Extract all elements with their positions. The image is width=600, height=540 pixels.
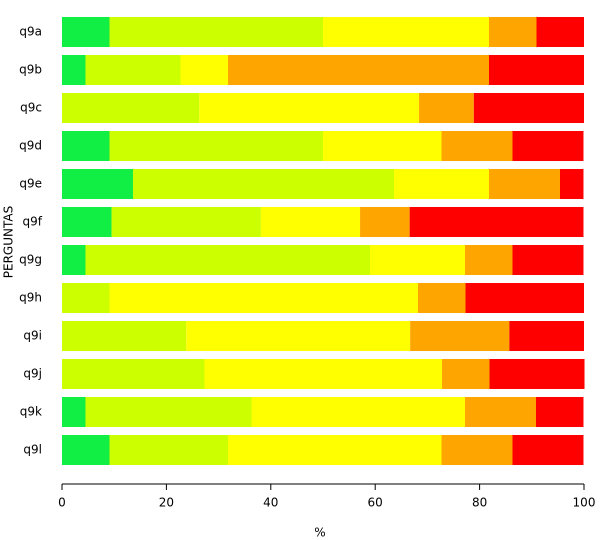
y-tick-label: q9c — [20, 101, 42, 115]
bar-segment — [488, 17, 537, 47]
bar-segment — [489, 359, 585, 389]
bar-segment — [488, 169, 560, 199]
bar-segment — [204, 359, 443, 389]
y-tick-label: q9f — [23, 215, 43, 229]
x-tick-label: 20 — [159, 496, 174, 510]
bar-segment — [512, 131, 584, 161]
bar-segment — [559, 169, 584, 199]
bar-segment — [180, 55, 228, 85]
bar-segment — [369, 245, 465, 275]
bar-segment — [442, 359, 490, 389]
bar-segment — [419, 93, 474, 123]
bar-segment — [109, 17, 323, 47]
x-tick-label: 80 — [472, 496, 487, 510]
bar-segment — [62, 131, 110, 161]
bar-segment — [535, 397, 584, 427]
bar-segment — [186, 321, 411, 351]
bar-segment — [85, 397, 252, 427]
y-tick-label: q9h — [19, 291, 42, 305]
bar-segment — [410, 321, 510, 351]
bar-segment — [109, 435, 228, 465]
y-tick-label: q9k — [20, 405, 42, 419]
bar-segment — [464, 397, 536, 427]
bar-segment — [62, 93, 200, 123]
bar-segment — [85, 245, 370, 275]
y-tick-label: q9e — [19, 177, 42, 191]
bar-segment — [111, 207, 261, 237]
bar-segment — [85, 55, 181, 85]
y-tick-label: q9g — [19, 253, 42, 267]
bar-segment — [409, 207, 584, 237]
bar-segment — [323, 131, 442, 161]
x-axis-label: % — [314, 526, 325, 540]
x-tick-label: 40 — [263, 496, 278, 510]
bar-segment — [62, 435, 110, 465]
bar-segment — [62, 17, 110, 47]
bar-segment — [260, 207, 361, 237]
bar-segment — [488, 55, 584, 85]
bar-segment — [109, 131, 323, 161]
bar-segment — [360, 207, 410, 237]
y-tick-label: q9b — [19, 63, 42, 77]
bar-segment — [227, 55, 489, 85]
x-tick-label: 60 — [368, 496, 383, 510]
bar-segment — [465, 283, 584, 313]
bar-segment — [62, 207, 112, 237]
y-tick-label: q9l — [23, 443, 42, 457]
x-tick-label: 0 — [58, 496, 66, 510]
bar-segment — [323, 17, 489, 47]
bar-segment — [512, 435, 584, 465]
bar-segment — [536, 17, 584, 47]
bar-segment — [62, 283, 110, 313]
bar-segment — [509, 321, 584, 351]
bar-segment — [473, 93, 584, 123]
bar-segment — [132, 169, 394, 199]
y-tick-label: q9j — [23, 367, 42, 381]
bar-segment — [109, 283, 419, 313]
bar-segment — [62, 169, 133, 199]
bar-segment — [464, 245, 513, 275]
y-tick-label: q9i — [23, 329, 42, 343]
bar-segment — [62, 321, 187, 351]
bar-segment — [441, 435, 513, 465]
bar-segment — [512, 245, 584, 275]
y-tick-label: q9a — [19, 25, 42, 39]
bar-segment — [62, 245, 86, 275]
bar-segment — [62, 359, 205, 389]
y-tick-label: q9d — [19, 139, 42, 153]
bar-segment — [62, 55, 86, 85]
bar-segment — [393, 169, 489, 199]
y-axis-label: PERGUNTAS — [2, 206, 16, 278]
bar-segment — [199, 93, 420, 123]
bar-segment — [62, 397, 86, 427]
bar-segment — [227, 435, 442, 465]
bar-segment — [251, 397, 465, 427]
bar-segment — [418, 283, 466, 313]
x-tick-label: 100 — [573, 496, 596, 510]
bar-segment — [441, 131, 513, 161]
